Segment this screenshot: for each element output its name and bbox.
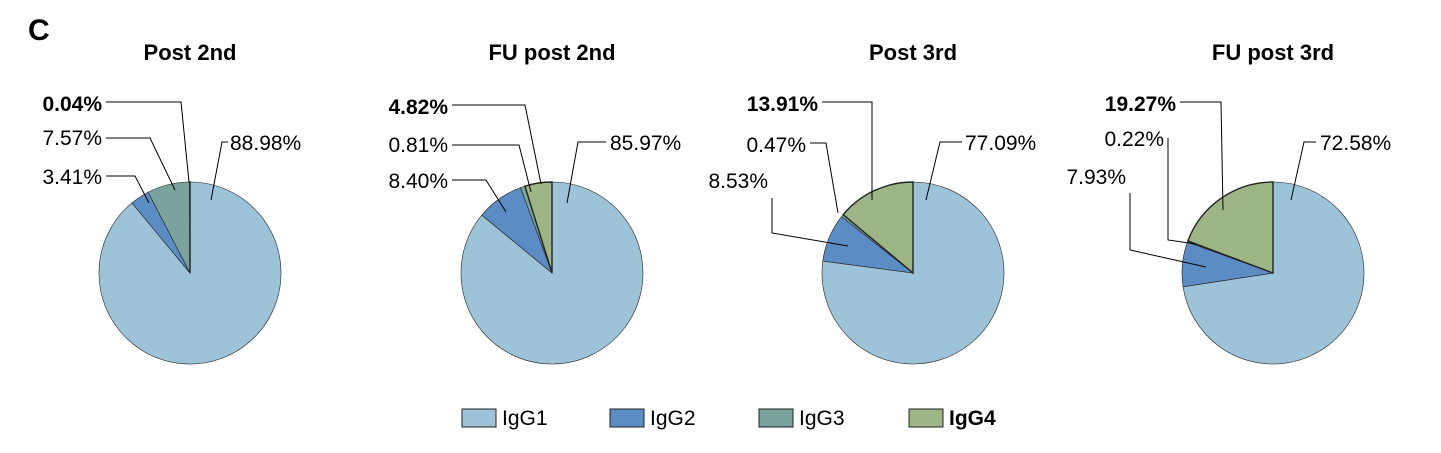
- pie-chart-2: FU post 2nd 85.97% 8.40% 0.81% 4.82%: [388, 40, 681, 365]
- pct-label-igg1: 85.97%: [610, 132, 681, 155]
- pct-label-igg3: 0.81%: [388, 134, 448, 157]
- pct-label-igg4: 13.91%: [747, 93, 819, 116]
- legend-swatch-igg4: [908, 408, 944, 428]
- pie-slice-igg4: [1186, 181, 1274, 275]
- pie-slice-igg1: [460, 181, 644, 365]
- pie-title: Post 2nd: [144, 40, 237, 65]
- legend-label-igg1: IgG1: [502, 407, 548, 430]
- legend-label-igg4: IgG4: [949, 407, 996, 430]
- leader-line: [452, 144, 532, 193]
- pie-chart-3: Post 3rd 77.09% 8.53% 0.47% 13.91%: [708, 40, 1036, 365]
- legend-swatch-igg2: [609, 408, 645, 428]
- pie-title: FU post 2nd: [488, 40, 615, 65]
- pct-label-igg2: 7.93%: [1066, 166, 1126, 189]
- pie-slice-igg4: [523, 181, 553, 274]
- pct-label-igg3: 0.22%: [1104, 128, 1164, 151]
- pie-slice-igg4: [842, 181, 914, 275]
- leader-line: [106, 101, 190, 183]
- pct-label-igg4: 0.04%: [42, 93, 102, 116]
- leader-line: [1129, 193, 1207, 268]
- panel-label: C: [28, 14, 50, 47]
- legend-swatch-igg3: [758, 408, 794, 428]
- leader-line: [452, 179, 507, 213]
- pies-group: Post 2nd 88.98% 3.41% 7.57% 0.04% FU post 2nd…: [42, 40, 1391, 365]
- legend-label-igg2: IgG2: [650, 407, 696, 430]
- leader-line: [925, 141, 962, 201]
- leader-line: [822, 101, 873, 200]
- leader-line: [1167, 138, 1197, 245]
- pct-label-igg3: 7.57%: [42, 127, 102, 150]
- leader-line: [1290, 141, 1316, 201]
- leader-line: [452, 104, 542, 185]
- leader-line: [106, 137, 176, 191]
- pct-label-igg2: 8.53%: [708, 170, 768, 193]
- legend: IgG1 IgG2 IgG3 IgG4: [461, 407, 996, 430]
- leader-line: [810, 142, 839, 214]
- pie-chart-1: Post 2nd 88.98% 3.41% 7.57% 0.04%: [42, 40, 301, 365]
- pct-label-igg4: 4.82%: [388, 96, 448, 119]
- pct-label-igg4: 19.27%: [1105, 93, 1177, 116]
- leader-line: [106, 175, 150, 204]
- pie-title: Post 3rd: [869, 40, 957, 65]
- leader-line: [771, 198, 849, 247]
- pct-label-igg1: 88.98%: [230, 132, 301, 155]
- pct-label-igg2: 3.41%: [42, 166, 102, 189]
- pct-label-igg3: 0.47%: [746, 134, 806, 157]
- leader-line: [210, 141, 228, 201]
- legend-swatch-igg1: [461, 408, 497, 428]
- leader-line: [1180, 101, 1224, 211]
- pct-label-igg1: 77.09%: [965, 132, 1036, 155]
- legend-label-igg3: IgG3: [799, 407, 845, 430]
- pie-title: FU post 3rd: [1212, 40, 1334, 65]
- pct-label-igg1: 72.58%: [1320, 132, 1391, 155]
- pie-chart-4: FU post 3rd 72.58% 7.93% 0.22% 19.27%: [1066, 40, 1391, 365]
- leader-line: [566, 141, 606, 204]
- pct-label-igg2: 8.40%: [388, 170, 448, 193]
